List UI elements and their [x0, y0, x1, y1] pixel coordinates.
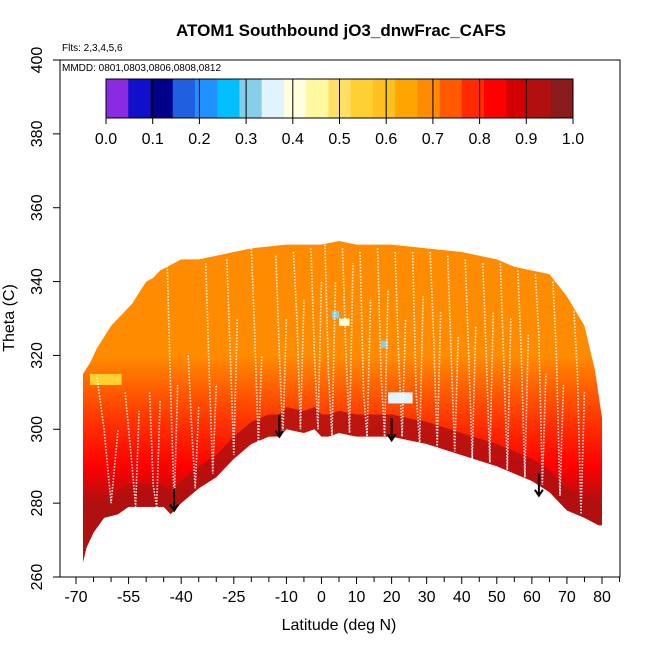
colorbar-tick-label: 0.1: [142, 131, 164, 148]
colorbar: 0.0 0.1 0.2 0.3 0.4 0.5 0.6 0.7 0.8 0.9 1.0: [95, 78, 584, 148]
x-tick-label: -70: [64, 589, 87, 606]
colorbar-segment: [128, 79, 151, 118]
dates-label: MMDD: 0801,0803,0806,0808,0812: [62, 63, 221, 74]
colorbar-segment: [261, 79, 285, 118]
profile-line: [204, 263, 218, 474]
x-tick-label: -55: [117, 589, 140, 606]
x-tick-label: 10: [348, 589, 366, 606]
x-tick-label: -40: [170, 589, 193, 606]
profile-line: [517, 270, 530, 478]
colorbar-segment: [484, 79, 507, 118]
profile-line: [499, 263, 512, 470]
y-tick-label: 340: [29, 268, 46, 295]
profile-line: [429, 251, 442, 448]
x-tick-label: 40: [453, 589, 471, 606]
arrow: [534, 473, 544, 498]
y-tick-label: 300: [29, 416, 46, 443]
heat-patch: [331, 311, 339, 319]
colorbar-tick-label: 0.6: [375, 131, 397, 148]
y-tick-label: 400: [29, 47, 46, 74]
colorbar-tick-label: 0.7: [422, 131, 444, 148]
x-tick-label: 70: [558, 589, 576, 606]
x-tick-label: 20: [383, 589, 401, 606]
colorbar-segment: [106, 79, 129, 118]
colorbar-segment: [550, 79, 574, 118]
heat-patch: [388, 392, 413, 404]
y-axis-label: Theta (C): [1, 284, 18, 352]
profile-line: [481, 263, 495, 463]
profile-line: [446, 255, 460, 452]
profile-line: [250, 248, 263, 445]
heat-patch: [339, 318, 350, 326]
colorbar-segment: [395, 79, 418, 118]
profile-line: [573, 311, 586, 515]
colorbar-tick-label: 0.9: [515, 131, 537, 148]
arrow: [386, 418, 397, 443]
colorbar-segment: [239, 79, 263, 118]
x-tick-label: 80: [593, 589, 611, 606]
x-tick-label: 0: [317, 589, 326, 606]
colorbar-segment: [461, 79, 485, 118]
y-tick-label: 380: [29, 120, 46, 147]
y-tick-label: 360: [29, 194, 46, 221]
colorbar-tick-label: 1.0: [562, 131, 584, 148]
arrow: [274, 414, 285, 439]
profile-line: [376, 248, 389, 437]
profile-line: [359, 252, 372, 437]
colorbar-segment: [372, 79, 396, 118]
profile-line: [310, 248, 323, 430]
plot-frame: [59, 59, 621, 578]
profile-line: [411, 252, 424, 445]
colorbar-segment: [306, 79, 329, 118]
colorbar-segment: [194, 79, 218, 118]
x-tick-label: 50: [488, 589, 506, 606]
profile-line: [275, 255, 288, 437]
arrow: [169, 488, 180, 513]
colorbar-tick-label: 0.2: [188, 131, 210, 148]
colorbar-segment: [528, 79, 552, 118]
colorbar-tick-label: 0.8: [468, 131, 490, 148]
x-tick-label: -25: [222, 589, 245, 606]
x-tick-label: 30: [418, 589, 436, 606]
profile-line: [148, 392, 161, 507]
profile-line: [552, 281, 565, 496]
heat-patch: [90, 373, 122, 385]
colorbar-segment: [217, 79, 240, 118]
x-axis: -70 -55 -40 -25 -10 0 10 20 30 40 50 60 70 80: [64, 577, 621, 606]
chart-title: ATOM1 Southbound jO3_dnwFrac_CAFS: [176, 21, 506, 40]
profile-line: [534, 274, 547, 485]
colorbar-segment: [417, 79, 441, 118]
profile-line: [464, 259, 477, 459]
y-tick-label: 320: [29, 342, 46, 369]
x-tick-label: 60: [523, 589, 541, 606]
arrows-layer: [169, 414, 544, 513]
colorbar-tick-label: 0.0: [95, 131, 117, 148]
profile-line: [225, 259, 239, 456]
y-tick-label: 280: [29, 490, 46, 517]
profile-line: [292, 251, 305, 430]
colorbar-segment: [506, 79, 530, 118]
heat-patch: [381, 340, 389, 349]
colorbar-tick-label: 0.4: [282, 131, 304, 148]
profile-line: [124, 392, 140, 507]
profile-line: [394, 252, 407, 437]
y-tick-label: 260: [29, 564, 46, 591]
colorbar-tick-label: 0.3: [235, 131, 257, 148]
colorbar-segment: [150, 79, 174, 118]
profile-lines-layer: [96, 244, 586, 515]
colorbar-segment: [350, 79, 374, 118]
profile-line: [187, 355, 200, 489]
y-axis: 260 280 300 320 340 360 380 400: [29, 47, 60, 591]
x-tick-label: -10: [275, 589, 298, 606]
colorbar-segment: [172, 79, 196, 118]
colorbar-segment: [283, 79, 307, 118]
colorbar-segment: [439, 79, 463, 118]
profile-line: [96, 377, 119, 504]
x-axis-label: Latitude (deg N): [282, 617, 397, 634]
colorbar-tick-label: 0.5: [328, 131, 350, 148]
flights-label: Flts: 2,3,4,5,6: [62, 43, 123, 54]
